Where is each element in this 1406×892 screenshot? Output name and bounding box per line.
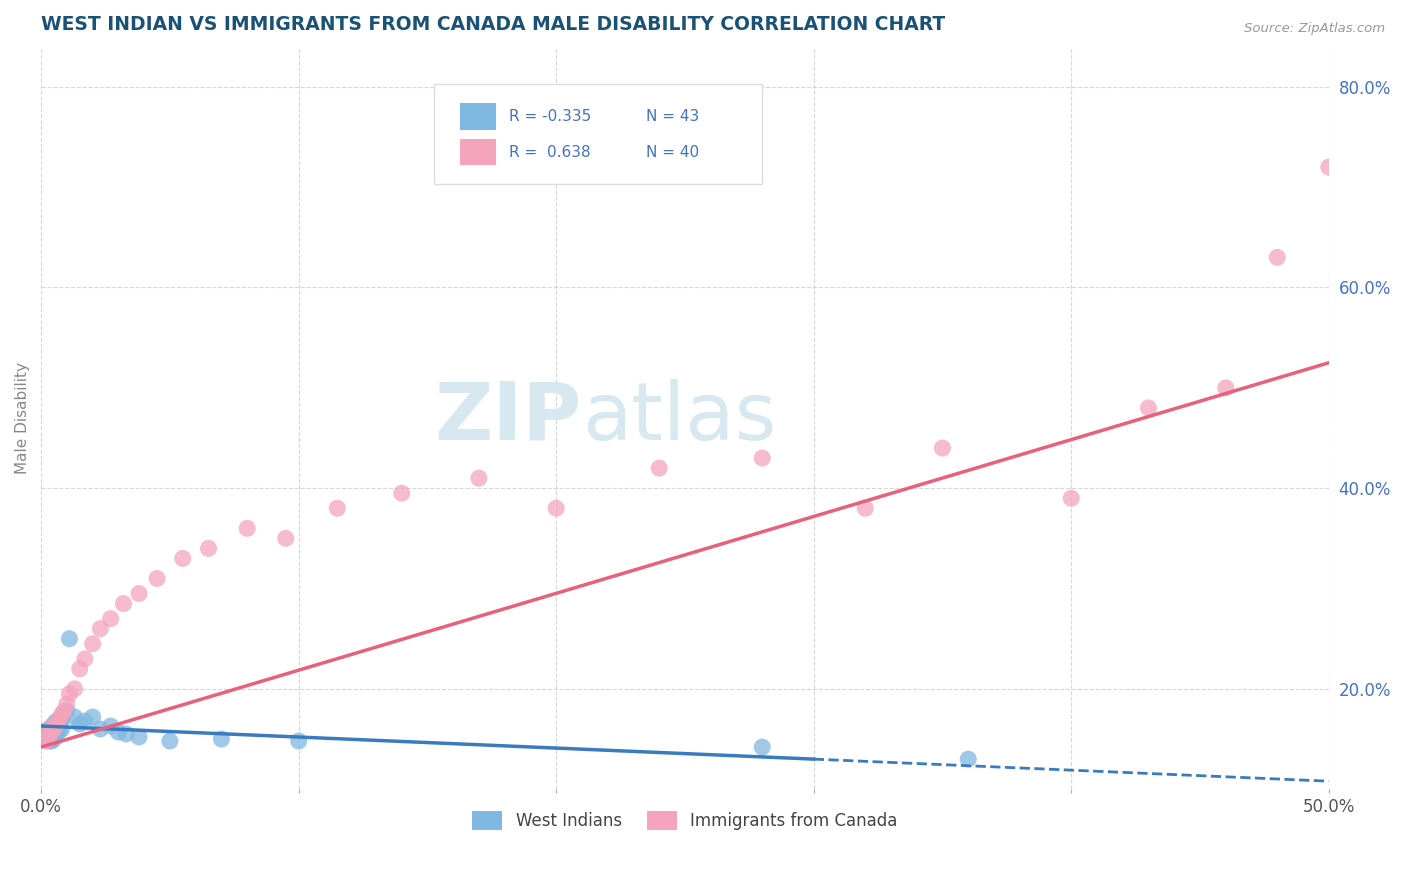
Text: WEST INDIAN VS IMMIGRANTS FROM CANADA MALE DISABILITY CORRELATION CHART: WEST INDIAN VS IMMIGRANTS FROM CANADA MA… bbox=[41, 15, 945, 34]
Point bbox=[51, 722, 73, 736]
Y-axis label: Male Disability: Male Disability bbox=[15, 362, 30, 474]
Point bbox=[648, 461, 671, 475]
FancyBboxPatch shape bbox=[460, 139, 496, 166]
Point bbox=[42, 722, 65, 736]
Point bbox=[38, 722, 60, 736]
Point bbox=[45, 717, 67, 731]
Point bbox=[100, 719, 122, 733]
Point bbox=[35, 726, 58, 740]
Point bbox=[45, 719, 67, 733]
Point bbox=[56, 697, 79, 711]
Point bbox=[58, 687, 80, 701]
Point bbox=[32, 732, 55, 747]
Point bbox=[751, 451, 773, 466]
Point bbox=[32, 729, 55, 743]
Point bbox=[209, 732, 232, 747]
Point bbox=[38, 727, 60, 741]
Point bbox=[112, 597, 135, 611]
FancyBboxPatch shape bbox=[460, 103, 496, 130]
Text: N = 40: N = 40 bbox=[647, 145, 699, 160]
Point bbox=[172, 551, 194, 566]
Point bbox=[45, 714, 67, 728]
Point bbox=[107, 725, 129, 739]
Point bbox=[56, 704, 79, 718]
Point bbox=[32, 727, 55, 741]
Point bbox=[128, 586, 150, 600]
Point bbox=[931, 441, 953, 455]
Point bbox=[69, 717, 91, 731]
Text: Source: ZipAtlas.com: Source: ZipAtlas.com bbox=[1244, 22, 1385, 36]
Point bbox=[41, 720, 63, 734]
Point bbox=[82, 710, 104, 724]
Text: atlas: atlas bbox=[582, 379, 776, 457]
Point bbox=[82, 637, 104, 651]
Point bbox=[89, 622, 111, 636]
Point bbox=[1137, 401, 1160, 415]
Point bbox=[69, 662, 91, 676]
Point bbox=[53, 704, 76, 718]
Point bbox=[35, 734, 58, 748]
Point bbox=[63, 681, 86, 696]
Point bbox=[38, 727, 60, 741]
Point bbox=[326, 501, 349, 516]
Point bbox=[38, 730, 60, 744]
Text: ZIP: ZIP bbox=[434, 379, 582, 457]
Point bbox=[751, 740, 773, 755]
Text: N = 43: N = 43 bbox=[647, 109, 700, 124]
Point bbox=[41, 724, 63, 739]
Point bbox=[853, 501, 876, 516]
Point bbox=[38, 730, 60, 744]
Point bbox=[1317, 160, 1340, 174]
Point bbox=[391, 486, 413, 500]
FancyBboxPatch shape bbox=[434, 84, 762, 184]
Legend: West Indians, Immigrants from Canada: West Indians, Immigrants from Canada bbox=[465, 804, 904, 837]
Point bbox=[42, 717, 65, 731]
Point bbox=[41, 729, 63, 743]
Point bbox=[63, 710, 86, 724]
Point bbox=[41, 734, 63, 748]
Point bbox=[51, 712, 73, 726]
Point bbox=[48, 717, 70, 731]
Point bbox=[45, 727, 67, 741]
Point bbox=[1369, 727, 1392, 741]
Point bbox=[42, 727, 65, 741]
Point bbox=[236, 521, 259, 535]
Point bbox=[35, 730, 58, 744]
Point bbox=[128, 730, 150, 744]
Point bbox=[48, 712, 70, 726]
Text: R =  0.638: R = 0.638 bbox=[509, 145, 591, 160]
Point bbox=[546, 501, 568, 516]
Point bbox=[1060, 491, 1083, 506]
Point bbox=[38, 734, 60, 748]
Point bbox=[287, 734, 309, 748]
Point bbox=[35, 724, 58, 739]
Point bbox=[41, 720, 63, 734]
Point bbox=[58, 632, 80, 646]
Point bbox=[41, 725, 63, 739]
Point bbox=[42, 722, 65, 736]
Point bbox=[51, 706, 73, 721]
Point bbox=[197, 541, 219, 556]
Point bbox=[274, 532, 297, 546]
Point bbox=[38, 732, 60, 747]
Point bbox=[146, 572, 169, 586]
Point bbox=[957, 752, 980, 766]
Text: R = -0.335: R = -0.335 bbox=[509, 109, 591, 124]
Point bbox=[35, 732, 58, 747]
Point bbox=[73, 652, 96, 666]
Point bbox=[100, 612, 122, 626]
Point bbox=[53, 706, 76, 721]
Point bbox=[159, 734, 181, 748]
Point bbox=[1215, 381, 1237, 395]
Point bbox=[468, 471, 491, 485]
Point bbox=[73, 714, 96, 728]
Point bbox=[48, 724, 70, 739]
Point bbox=[115, 727, 138, 741]
Point bbox=[1265, 251, 1288, 265]
Point bbox=[42, 732, 65, 747]
Point bbox=[89, 722, 111, 736]
